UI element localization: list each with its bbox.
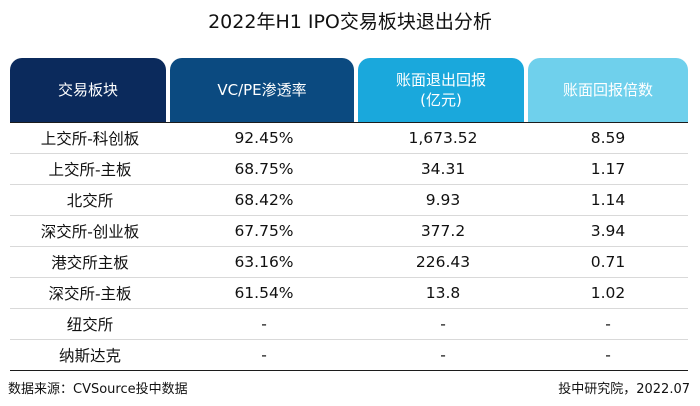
ipo-exit-table: 交易板块 VC/PE渗透率 账面退出回报 (亿元) 账面回报倍数 上交所-科创板… [10, 58, 688, 371]
cell-board: 上交所-科创板 [40, 130, 140, 148]
cell-return-multiple: 8.59 [590, 129, 626, 147]
table-body: 上交所-科创板 92.45% 1,673.52 8.59 上交所-主板 68.7… [10, 122, 688, 371]
cell-board: 纽交所 [66, 316, 114, 334]
page-title: 2022年H1 IPO交易板块退出分析 [208, 11, 492, 33]
table-row: 上交所-主板 68.75% 34.31 1.17 [10, 154, 688, 185]
header-return-multiple: 账面回报倍数 [528, 58, 688, 122]
cell-board: 深交所-创业板 [40, 223, 140, 241]
cell-penetration: 61.54% [234, 284, 294, 302]
cell-exit-return: 13.8 [425, 284, 461, 302]
cell-exit-return: - [440, 346, 446, 364]
table-header: 交易板块 VC/PE渗透率 账面退出回报 (亿元) 账面回报倍数 [10, 58, 688, 122]
cell-return-multiple: - [605, 346, 611, 364]
header-exit-return: 账面退出回报 (亿元) [358, 58, 524, 122]
cell-board: 港交所主板 [51, 254, 129, 272]
cell-exit-return: 34.31 [420, 160, 466, 178]
cell-exit-return: 226.43 [415, 253, 471, 271]
cell-board: 深交所-主板 [48, 285, 132, 303]
cell-exit-return: 1,673.52 [408, 129, 478, 147]
cell-exit-return: 9.93 [425, 191, 461, 209]
cell-penetration: 92.45% [234, 129, 294, 147]
cell-return-multiple: 1.02 [590, 284, 626, 302]
data-source-note: 数据来源：CVSource投中数据 [8, 382, 188, 397]
cell-penetration: - [261, 315, 267, 333]
cell-board: 纳斯达克 [58, 347, 121, 365]
header-board: 交易板块 [10, 58, 166, 122]
credit-note: 投中研究院，2022.07 [558, 382, 690, 397]
table-row: 深交所-主板 61.54% 13.8 1.02 [10, 278, 688, 309]
cell-board: 北交所 [66, 192, 114, 210]
table-row: 深交所-创业板 67.75% 377.2 3.94 [10, 216, 688, 247]
cell-penetration: - [261, 346, 267, 364]
cell-return-multiple: 0.71 [590, 253, 626, 271]
cell-penetration: 67.75% [234, 222, 294, 240]
table-row: 北交所 68.42% 9.93 1.14 [10, 185, 688, 216]
cell-return-multiple: 1.17 [590, 160, 626, 178]
table-row: 纳斯达克 - - - [10, 340, 688, 371]
table-row: 纽交所 - - - [10, 309, 688, 340]
cell-exit-return: - [440, 315, 446, 333]
header-penetration: VC/PE渗透率 [170, 58, 354, 122]
cell-return-multiple: 1.14 [590, 191, 626, 209]
cell-exit-return: 377.2 [420, 222, 466, 240]
table-row: 上交所-科创板 92.45% 1,673.52 8.59 [10, 123, 688, 154]
cell-penetration: 63.16% [234, 253, 294, 271]
cell-penetration: 68.42% [234, 191, 294, 209]
cell-penetration: 68.75% [234, 160, 294, 178]
cell-return-multiple: - [605, 315, 611, 333]
table-row: 港交所主板 63.16% 226.43 0.71 [10, 247, 688, 278]
cell-return-multiple: 3.94 [590, 222, 626, 240]
cell-board: 上交所-主板 [48, 161, 132, 179]
